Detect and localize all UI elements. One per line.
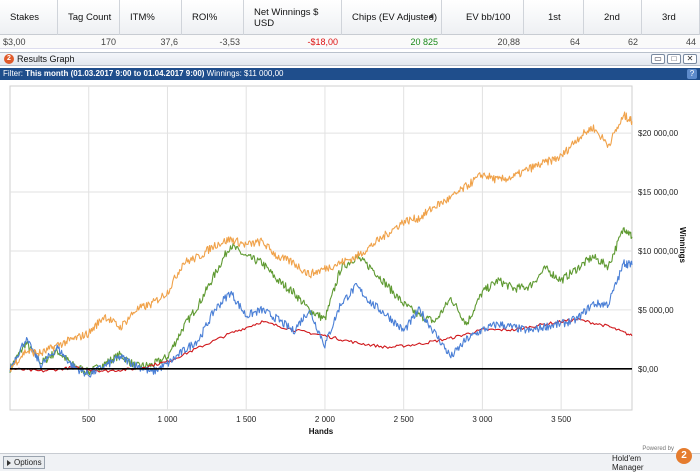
x-tick-label: 1 000 [157,415,178,424]
y-tick-label: $10 000,00 [638,247,679,256]
column-header-itm[interactable]: ITM% [120,0,182,35]
stats-table-header: Stakes Tag Count ITM% ROI% Net Winnings … [0,0,700,35]
brand-logo: Powered by Hold'em Manager 2 [612,446,692,472]
cell-chips-ev: 20 825 [410,37,438,47]
filter-bar: Filter: This month (01.03.2017 9:00 to 0… [0,68,700,80]
cell-1st: 64 [569,37,580,47]
series-line-net-won [9,227,633,376]
x-tick-label: 3 000 [472,415,493,424]
column-header-ev-bb100[interactable]: EV bb/100 [442,0,524,35]
cell-2nd: 62 [627,37,638,47]
brand-name: Hold'em Manager [612,454,644,472]
help-icon[interactable]: ? [687,69,697,79]
column-label: 2nd [604,12,620,23]
results-graph[interactable]: 500 1 000 1 500 2 000 2 500 3 000 3 500 $0,00 $… [0,80,700,463]
hm2-badge-icon: 2 [676,448,692,464]
x-tick-label: 1 500 [236,415,257,424]
bottom-bar: Options [0,453,700,471]
cell-ev-bb100: 20,88 [497,37,520,47]
column-label: Stakes [10,12,40,23]
x-tick-label: 2 500 [394,415,415,424]
filter-winnings: Winnings: $11 000,00 [206,69,284,78]
y-axis: $0,00 $5 000,00 $10 000,00 $15 000,00 $20 00… [638,129,679,374]
column-header-3rd[interactable]: 3rd [642,0,700,35]
x-axis: 500 1 000 1 500 2 000 2 500 3 000 3 500 [82,415,572,424]
column-header-2nd[interactable]: 2nd [584,0,642,35]
column-label: Chips (EV Adjusted) [352,12,438,23]
y-tick-label: $15 000,00 [638,188,679,197]
cell-3rd: 44 [685,37,696,47]
column-label: ROI% [192,12,218,23]
winnings-chart[interactable]: 500 1 000 1 500 2 000 2 500 3 000 3 500 $0,00$… [0,80,700,463]
x-axis-label: Hands [309,427,334,436]
options-button[interactable]: Options [3,456,45,469]
close-button[interactable]: ✕ [683,54,697,64]
series-line-showdown [9,259,633,378]
column-label: EV bb/100 [466,12,511,23]
series-lines [9,111,633,378]
cell-roi: -3,53 [219,37,240,47]
cell-net-winnings: -$18,00 [307,37,338,47]
column-header-chips-ev[interactable]: Chips (EV Adjusted) ▲ [342,0,442,35]
column-header-tag-count[interactable]: Tag Count [58,0,120,35]
y-axis-label: Winnings [678,227,687,263]
x-tick-label: 3 500 [551,415,572,424]
column-label: 3rd [662,12,676,23]
grid-lines [9,85,633,411]
column-header-roi[interactable]: ROI% [182,0,244,35]
column-label: 1st [548,12,561,23]
hm2-logo-icon: 2 [4,54,14,64]
results-graph-titlebar: 2 Results Graph ▭ □ ✕ [0,52,700,66]
column-label: ITM% [130,12,155,23]
series-line-all-in-ev [9,111,633,373]
column-header-stakes[interactable]: Stakes [0,0,58,35]
restore-button[interactable]: ▭ [651,54,665,64]
column-header-net-winnings[interactable]: Net Winnings $ USD [244,0,342,35]
sort-up-icon: ▲ [428,13,435,20]
y-tick-label: $5 000,00 [638,306,674,315]
table-row[interactable]: $3,00 170 37,6 -3,53 -$18,00 20 825 20,8… [0,35,700,49]
panel-title: Results Graph [17,54,75,64]
powered-by-text: Powered by [642,446,674,452]
x-tick-label: 500 [82,415,96,424]
cell-tag-count: 170 [100,37,116,47]
y-tick-label: $0,00 [638,365,659,374]
column-label: Net Winnings $ USD [254,6,319,29]
filter-prefix: Filter: [3,69,23,78]
x-tick-label: 2 000 [315,415,336,424]
column-label: Tag Count [68,12,112,23]
y-tick-label: $20 000,00 [638,129,679,138]
maximize-button[interactable]: □ [667,54,681,64]
column-header-1st[interactable]: 1st [524,0,584,35]
filter-range: This month (01.03.2017 9:00 to 01.04.201… [25,69,205,78]
plot-frame [9,85,633,411]
cell-stakes: $3,00 [3,37,26,47]
cell-itm: 37,6 [160,37,178,47]
